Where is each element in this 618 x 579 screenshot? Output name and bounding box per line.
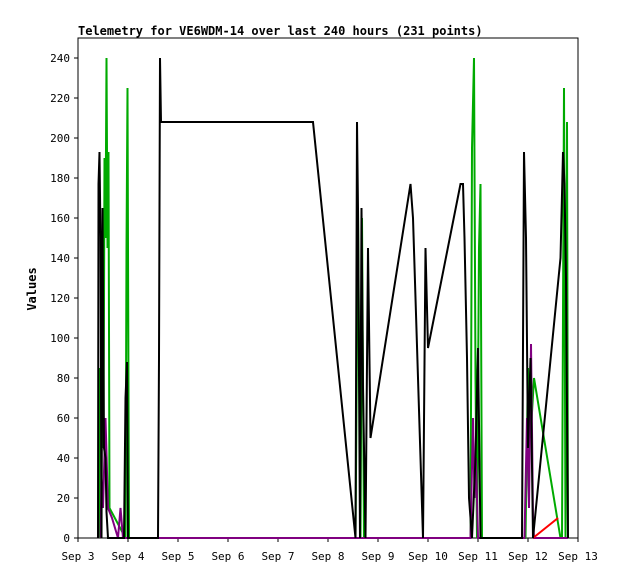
- y-tick-label: 80: [57, 372, 70, 385]
- y-tick-label: 120: [50, 292, 70, 305]
- x-tick-label: Sep 7: [261, 550, 294, 563]
- x-tick-label: Sep 6: [211, 550, 244, 563]
- x-tick-label: Sep 8: [311, 550, 344, 563]
- y-tick-label: 140: [50, 252, 70, 265]
- y-tick-label: 180: [50, 172, 70, 185]
- y-tick-label: 200: [50, 132, 70, 145]
- x-tick-label: Sep 13: [558, 550, 598, 563]
- x-tick-label: Sep 11: [458, 550, 498, 563]
- plot-frame: [77, 37, 579, 539]
- series-line: [99, 343, 568, 539]
- x-axis: Sep 3 Sep 4 Sep 5 Sep 6 Sep 7 Sep 8 Sep 9 Sep 1…: [61, 538, 598, 563]
- x-tick-label: Sep 4: [111, 550, 144, 563]
- y-tick-label: 0: [63, 532, 70, 545]
- series-line: [97, 57, 569, 539]
- series-line: [98, 57, 569, 539]
- x-tick-label: Sep 12: [508, 550, 548, 563]
- x-tick-label: Sep 3: [61, 550, 94, 563]
- y-tick-label: 20: [57, 492, 70, 505]
- y-tick-label: 160: [50, 212, 70, 225]
- y-axis: 0 20 40 60 80 100 120 140 160 180 200 220 240: [50, 52, 78, 545]
- chart-title: Telemetry for VE6WDM-14 over last 240 ho…: [78, 24, 483, 38]
- x-tick-label: Sep 5: [161, 550, 194, 563]
- y-axis-label: Values: [25, 267, 39, 310]
- y-tick-label: 60: [57, 412, 70, 425]
- y-tick-label: 240: [50, 52, 70, 65]
- x-tick-label: Sep 9: [361, 550, 394, 563]
- y-tick-label: 100: [50, 332, 70, 345]
- series-line: [532, 517, 559, 539]
- y-tick-label: 40: [57, 452, 70, 465]
- x-tick-label: Sep 10: [408, 550, 448, 563]
- y-tick-label: 220: [50, 92, 70, 105]
- series-layer: [97, 57, 569, 539]
